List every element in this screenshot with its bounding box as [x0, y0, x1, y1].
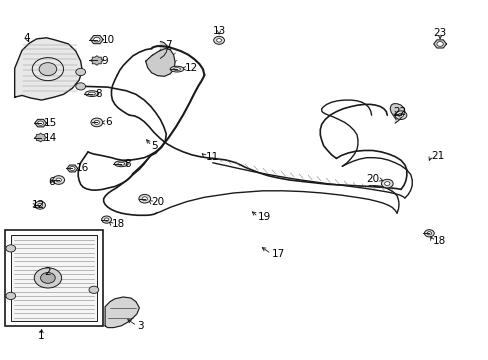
- Text: 16: 16: [76, 163, 89, 174]
- Text: 21: 21: [430, 150, 444, 161]
- Text: 12: 12: [32, 200, 45, 210]
- Circle shape: [41, 273, 55, 283]
- Text: 18: 18: [111, 219, 124, 229]
- Circle shape: [45, 312, 50, 316]
- Text: 22: 22: [393, 107, 406, 117]
- Circle shape: [436, 42, 442, 46]
- Text: 9: 9: [102, 56, 108, 66]
- Circle shape: [69, 166, 75, 170]
- Circle shape: [216, 39, 221, 42]
- Text: 12: 12: [184, 63, 198, 73]
- Circle shape: [39, 63, 57, 76]
- Circle shape: [94, 121, 99, 124]
- Text: 13: 13: [212, 26, 225, 36]
- Circle shape: [142, 197, 147, 201]
- Text: 11: 11: [205, 152, 218, 162]
- Circle shape: [381, 179, 392, 188]
- Text: 23: 23: [432, 28, 446, 38]
- Ellipse shape: [88, 92, 95, 95]
- Polygon shape: [160, 41, 167, 58]
- Circle shape: [34, 268, 61, 288]
- Text: 8: 8: [95, 89, 102, 99]
- Text: 5: 5: [151, 141, 158, 151]
- Text: 17: 17: [271, 249, 284, 259]
- Polygon shape: [90, 56, 103, 65]
- Text: 10: 10: [102, 35, 115, 45]
- Polygon shape: [389, 104, 404, 123]
- Polygon shape: [105, 297, 139, 328]
- Circle shape: [213, 36, 224, 44]
- Text: 19: 19: [258, 212, 271, 222]
- Ellipse shape: [114, 161, 128, 167]
- Circle shape: [398, 113, 403, 117]
- Circle shape: [35, 201, 45, 209]
- Circle shape: [394, 111, 406, 120]
- Circle shape: [424, 230, 433, 237]
- Polygon shape: [35, 133, 46, 142]
- Text: 2: 2: [44, 267, 51, 277]
- Circle shape: [139, 194, 150, 203]
- Circle shape: [6, 292, 16, 300]
- Circle shape: [53, 176, 64, 184]
- Text: 6: 6: [105, 117, 112, 127]
- Circle shape: [104, 218, 108, 221]
- Text: 15: 15: [44, 118, 57, 128]
- Circle shape: [56, 178, 61, 182]
- Ellipse shape: [173, 68, 180, 71]
- Bar: [11, 235, 97, 321]
- Circle shape: [427, 232, 430, 235]
- Polygon shape: [15, 38, 82, 100]
- Circle shape: [76, 68, 85, 76]
- Circle shape: [38, 203, 42, 207]
- Circle shape: [76, 83, 85, 90]
- Text: 8: 8: [124, 159, 131, 169]
- Circle shape: [94, 37, 100, 42]
- Polygon shape: [433, 40, 446, 48]
- Text: 20: 20: [151, 197, 164, 207]
- Ellipse shape: [118, 162, 124, 165]
- Polygon shape: [35, 120, 46, 127]
- Circle shape: [384, 182, 389, 185]
- Ellipse shape: [170, 66, 183, 72]
- Text: 18: 18: [432, 236, 445, 246]
- Ellipse shape: [85, 91, 99, 96]
- Polygon shape: [43, 311, 53, 317]
- Text: 14: 14: [44, 132, 57, 143]
- Text: 4: 4: [23, 33, 30, 43]
- Text: 7: 7: [165, 40, 172, 50]
- Bar: [5, 230, 102, 326]
- Circle shape: [91, 118, 102, 127]
- Circle shape: [6, 245, 16, 252]
- Polygon shape: [90, 36, 103, 44]
- Text: 20: 20: [365, 174, 378, 184]
- Circle shape: [102, 216, 111, 223]
- Text: 6: 6: [48, 177, 55, 187]
- Polygon shape: [67, 165, 78, 172]
- Circle shape: [38, 121, 43, 125]
- Polygon shape: [145, 49, 175, 76]
- Text: 1: 1: [38, 330, 45, 341]
- Circle shape: [89, 286, 99, 293]
- Text: 3: 3: [137, 321, 143, 331]
